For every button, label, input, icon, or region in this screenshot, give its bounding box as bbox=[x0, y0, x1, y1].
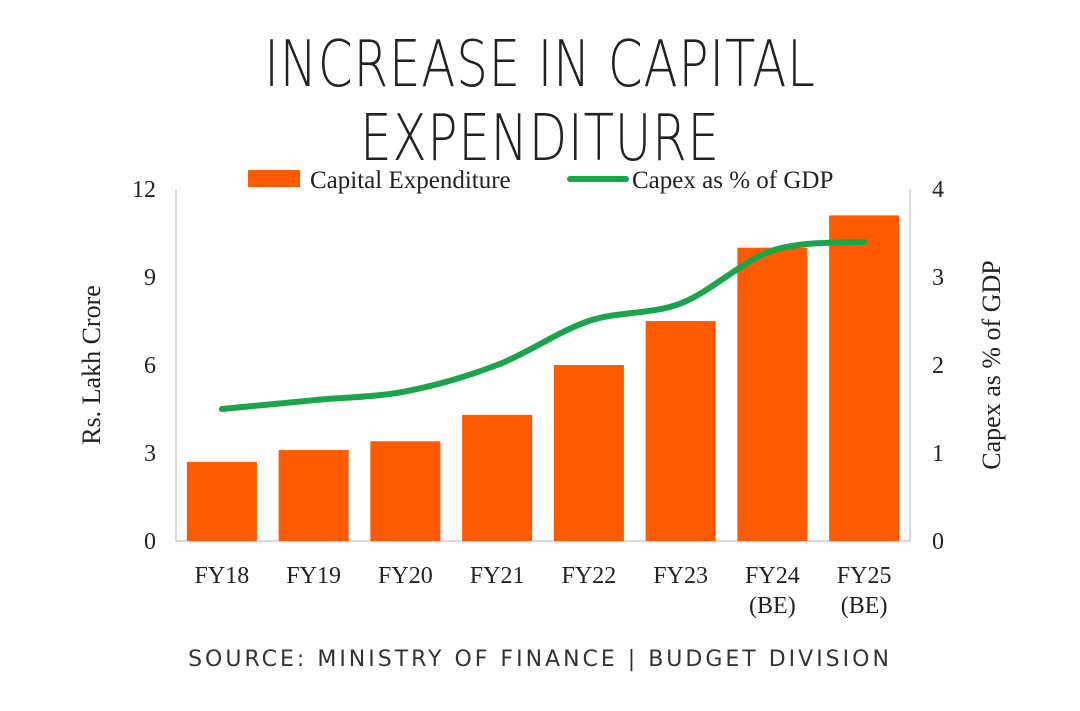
left-tick-label: 3 bbox=[144, 441, 156, 467]
left-tick-label: 0 bbox=[144, 529, 156, 555]
x-tick-label: FY23 bbox=[653, 563, 708, 589]
bar-6 bbox=[737, 247, 808, 541]
right-tick-label: 0 bbox=[932, 529, 944, 555]
x-tick-label: FY24 bbox=[745, 563, 800, 589]
x-tick-label: FY22 bbox=[562, 563, 617, 589]
legend-swatch-capex bbox=[248, 170, 300, 187]
bar-2 bbox=[370, 441, 441, 541]
left-tick-label: 9 bbox=[144, 265, 156, 291]
right-tick-label: 3 bbox=[932, 265, 944, 291]
bar-7 bbox=[829, 215, 900, 541]
chart-title: INCREASE IN CAPITAL EXPENDITURE bbox=[264, 28, 816, 176]
right-tick-label: 2 bbox=[932, 353, 944, 379]
bar-3 bbox=[462, 414, 533, 541]
right-tick-label: 1 bbox=[932, 441, 944, 467]
left-axis-label: Rs. Lakh Crore bbox=[77, 285, 106, 445]
bar-1 bbox=[278, 450, 349, 541]
bar-5 bbox=[645, 321, 716, 541]
x-tick-label: (BE) bbox=[749, 593, 796, 619]
bar-0 bbox=[186, 461, 257, 541]
right-tick-label: 4 bbox=[932, 177, 944, 203]
legend-label-capex: Capital Expenditure bbox=[310, 167, 511, 194]
source-note: SOURCE: MINISTRY OF FINANCE | BUDGET DIV… bbox=[188, 647, 892, 672]
x-tick-label: FY18 bbox=[195, 563, 250, 589]
left-tick-label: 12 bbox=[132, 177, 156, 203]
gdp-line bbox=[218, 238, 868, 412]
x-tick-label: (BE) bbox=[841, 593, 888, 619]
right-axis-label: Capex as % of GDP bbox=[977, 260, 1006, 469]
x-tick-label: FY21 bbox=[470, 563, 525, 589]
x-tick-label: FY19 bbox=[286, 563, 341, 589]
x-tick-label: FY20 bbox=[378, 563, 433, 589]
legend-label-gdp: Capex as % of GDP bbox=[632, 167, 833, 194]
bar-4 bbox=[553, 365, 624, 541]
left-tick-label: 6 bbox=[144, 353, 156, 379]
x-tick-label: FY25 bbox=[837, 563, 892, 589]
